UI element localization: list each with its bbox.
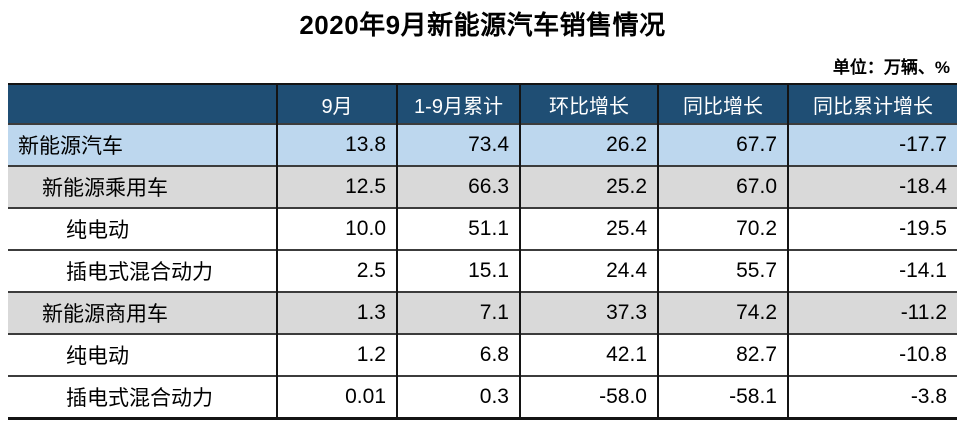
table-row: 插电式混合动力 2.5 15.1 24.4 55.7 -14.1: [8, 249, 957, 292]
column-header: 同比累计增长: [787, 84, 957, 124]
cell-value: 2.5: [276, 249, 397, 292]
row-label: 新能源乘用车: [8, 165, 277, 208]
column-header: 同比增长: [657, 84, 788, 124]
row-label: 插电式混合动力: [8, 375, 277, 418]
cell-value: 12.5: [276, 165, 397, 208]
cell-value: 15.1: [396, 249, 520, 292]
cell-value: 37.3: [519, 291, 658, 334]
cell-value: 70.2: [657, 207, 788, 250]
cell-value: -17.7: [787, 123, 957, 166]
table-row: 纯电动 10.0 51.1 25.4 70.2 -19.5: [8, 207, 957, 250]
row-label: 插电式混合动力: [8, 249, 277, 292]
corner-header: [8, 84, 277, 124]
page-title: 2020年9月新能源汽车销售情况: [299, 10, 666, 40]
row-label: 新能源商用车: [8, 291, 277, 334]
cell-value: 42.1: [519, 333, 658, 376]
cell-value: 7.1: [396, 291, 520, 334]
cell-value: -19.5: [787, 207, 957, 250]
cell-value: 1.3: [276, 291, 397, 334]
cell-value: 66.3: [396, 165, 520, 208]
table-row: 插电式混合动力 0.01 0.3 -58.0 -58.1 -3.8: [8, 375, 957, 418]
cell-value: 13.8: [276, 123, 397, 166]
table-row: 新能源商用车 1.3 7.1 37.3 74.2 -11.2: [8, 291, 957, 334]
cell-value: 73.4: [396, 123, 520, 166]
cell-value: -14.1: [787, 249, 957, 292]
cell-value: -11.2: [787, 291, 957, 334]
cell-value: 55.7: [657, 249, 788, 292]
row-label: 新能源汽车: [8, 123, 277, 166]
table-header-row: 9月 1-9月累计 环比增长 同比增长 同比累计增长: [8, 84, 957, 124]
cell-value: 67.7: [657, 123, 788, 166]
unit-note: 单位：万辆、%: [832, 58, 950, 77]
cell-value: 0.01: [276, 375, 397, 418]
cell-value: -18.4: [787, 165, 957, 208]
cell-value: -58.1: [657, 375, 788, 418]
column-header: 9月: [276, 84, 397, 124]
table-row: 纯电动 1.2 6.8 42.1 82.7 -10.8: [8, 333, 957, 376]
column-header: 1-9月累计: [396, 84, 520, 124]
cell-value: 82.7: [657, 333, 788, 376]
cell-value: 51.1: [396, 207, 520, 250]
row-label: 纯电动: [8, 207, 277, 250]
cell-value: -58.0: [519, 375, 658, 418]
cell-value: 10.0: [276, 207, 397, 250]
cell-value: 74.2: [657, 291, 788, 334]
column-header: 环比增长: [519, 84, 658, 124]
table-body: 新能源汽车 13.8 73.4 26.2 67.7 -17.7 新能源乘用车 12.5 66.3…: [8, 123, 957, 418]
cell-value: 0.3: [396, 375, 520, 418]
cell-value: 25.2: [519, 165, 658, 208]
sales-table: 9月 1-9月累计 环比增长 同比增长 同比累计增长 新能源汽车 13.8 73.4 26.2…: [8, 83, 957, 420]
cell-value: 67.0: [657, 165, 788, 208]
cell-value: 1.2: [276, 333, 397, 376]
cell-value: 26.2: [519, 123, 658, 166]
row-label: 纯电动: [8, 333, 277, 376]
cell-value: 6.8: [396, 333, 520, 376]
table-row: 新能源乘用车 12.5 66.3 25.2 67.0 -18.4: [8, 165, 957, 208]
cell-value: 24.4: [519, 249, 658, 292]
table-row: 新能源汽车 13.8 73.4 26.2 67.7 -17.7: [8, 123, 957, 166]
cell-value: 25.4: [519, 207, 658, 250]
cell-value: -3.8: [787, 375, 957, 418]
cell-value: -10.8: [787, 333, 957, 376]
